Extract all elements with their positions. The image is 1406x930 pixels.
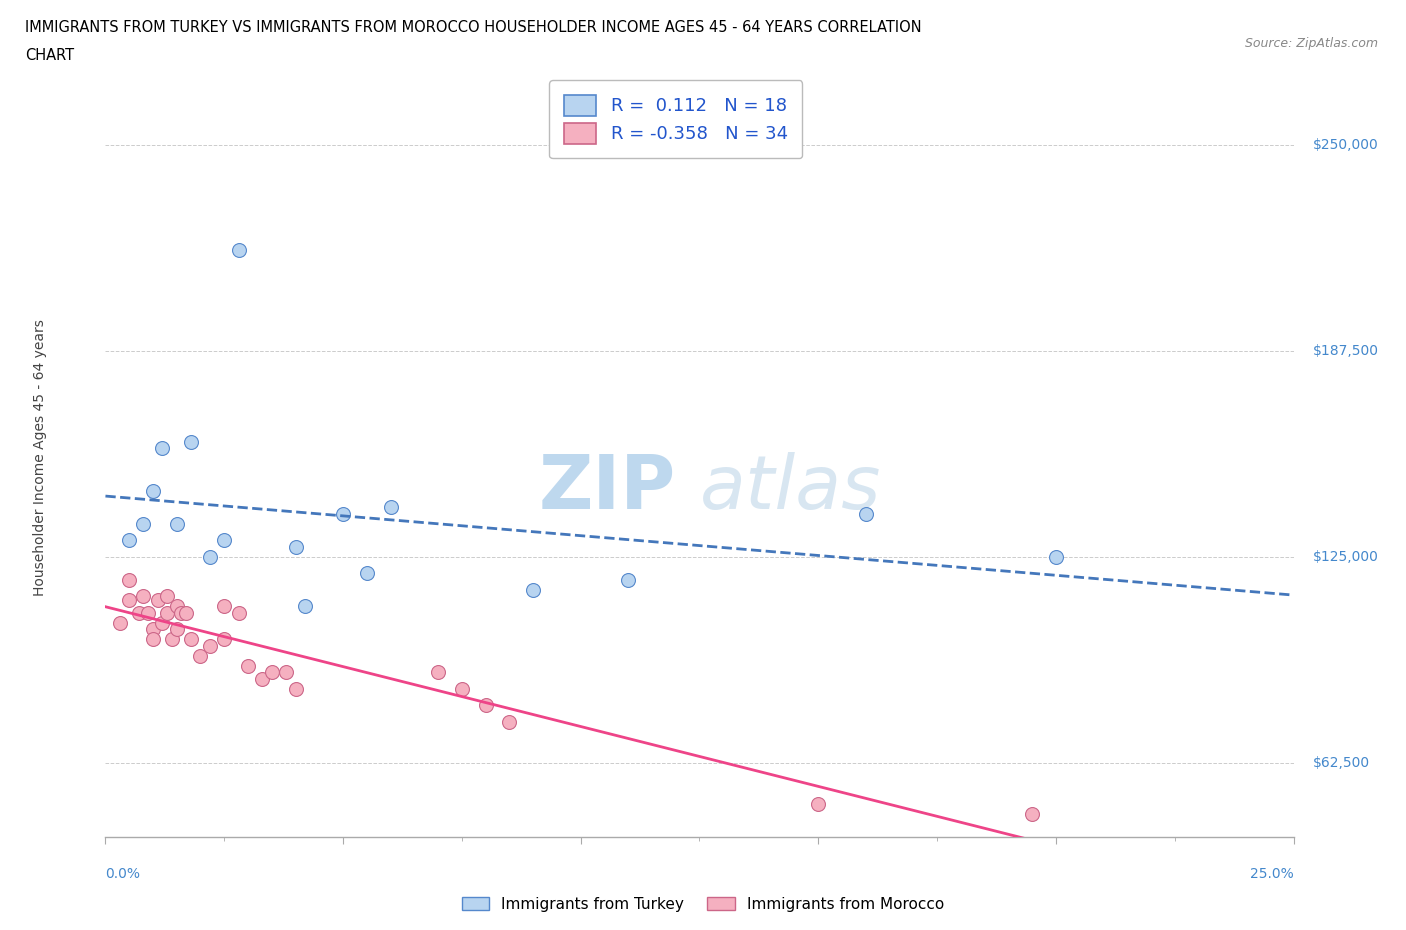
Point [142, 622, 165, 637]
Point [807, 797, 830, 812]
Point [274, 665, 297, 680]
Point [180, 434, 202, 449]
Point [198, 638, 221, 653]
Point [174, 605, 197, 620]
Point [332, 507, 354, 522]
Point [1045, 550, 1067, 565]
Point [214, 599, 236, 614]
Point [170, 605, 193, 620]
Point [498, 714, 520, 729]
Point [474, 698, 496, 712]
Point [142, 484, 165, 498]
Point [855, 507, 877, 522]
Point [132, 516, 155, 531]
Point [198, 550, 221, 565]
Point [236, 658, 259, 673]
Point [252, 671, 274, 686]
Point [152, 441, 174, 456]
Point [156, 589, 179, 604]
Text: IMMIGRANTS FROM TURKEY VS IMMIGRANTS FROM MOROCCO HOUSEHOLDER INCOME AGES 45 - 6: IMMIGRANTS FROM TURKEY VS IMMIGRANTS FRO… [25, 20, 922, 35]
Text: ZIP: ZIP [538, 452, 676, 525]
Point [214, 533, 236, 548]
Point [156, 605, 179, 620]
Text: Householder Income Ages 45 - 64 years: Householder Income Ages 45 - 64 years [34, 320, 48, 596]
Text: 25.0%: 25.0% [1250, 867, 1294, 881]
Point [142, 631, 165, 646]
Point [427, 665, 450, 680]
Point [284, 539, 307, 554]
Text: $250,000: $250,000 [1313, 138, 1378, 152]
Point [228, 243, 250, 258]
Point [132, 589, 155, 604]
Point [180, 631, 202, 646]
Point [108, 616, 131, 631]
Point [522, 582, 544, 597]
Text: $187,500: $187,500 [1313, 344, 1378, 358]
Text: CHART: CHART [25, 48, 75, 63]
Point [146, 592, 169, 607]
Point [118, 533, 141, 548]
Point [450, 682, 472, 697]
Point [356, 566, 378, 581]
Point [152, 616, 174, 631]
Point [260, 665, 283, 680]
Point [166, 599, 188, 614]
Point [294, 599, 316, 614]
Text: $125,000: $125,000 [1313, 550, 1378, 564]
Text: atlas: atlas [700, 452, 882, 525]
Legend: Immigrants from Turkey, Immigrants from Morocco: Immigrants from Turkey, Immigrants from … [456, 890, 950, 918]
Point [118, 592, 141, 607]
Point [1021, 806, 1043, 821]
Point [380, 500, 402, 515]
Point [617, 573, 640, 588]
Point [136, 605, 159, 620]
Text: 0.0%: 0.0% [105, 867, 141, 881]
Legend: R =  0.112   N = 18, R = -0.358   N = 34: R = 0.112 N = 18, R = -0.358 N = 34 [550, 81, 803, 158]
Point [214, 631, 236, 646]
Point [160, 631, 183, 646]
Point [166, 516, 188, 531]
Text: Source: ZipAtlas.com: Source: ZipAtlas.com [1244, 37, 1378, 50]
Point [118, 573, 141, 588]
Point [284, 682, 307, 697]
Point [228, 605, 250, 620]
Point [166, 622, 188, 637]
Point [190, 648, 212, 663]
Point [128, 605, 150, 620]
Text: $62,500: $62,500 [1313, 756, 1369, 770]
